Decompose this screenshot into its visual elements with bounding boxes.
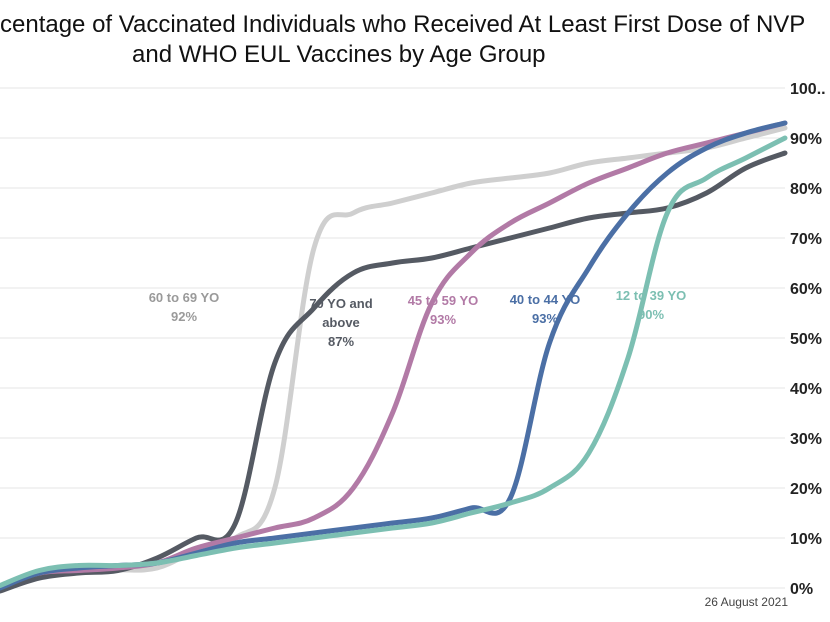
series-label-line: 90%	[638, 307, 664, 322]
series-label-line: above	[322, 315, 360, 330]
series-label-line: 87%	[328, 334, 354, 349]
series-line-s60	[0, 125, 788, 590]
series-label-line: 60 to 69 YO	[149, 290, 220, 305]
series-line-s45	[0, 120, 788, 589]
y-tick-label: 80%	[790, 181, 822, 198]
series-label-line: 70 YO and	[309, 296, 372, 311]
y-tick-label: 40%	[790, 381, 822, 398]
y-tick-label: 10%	[790, 531, 822, 548]
y-tick-label: 30%	[790, 431, 822, 448]
y-tick-label: 70%	[790, 231, 822, 248]
series-label-line: 12 to 39 YO	[616, 288, 687, 303]
series-label-s45: 45 to 59 YO 93%	[408, 293, 479, 327]
grid	[0, 87, 785, 589]
y-axis: 0% 10% 20% 30% 40% 50% 60% 70% 80% 90% 100..	[790, 81, 826, 598]
series-label-line: 40 to 44 YO	[510, 292, 581, 307]
series-label-s60: 60 to 69 YO 92%	[149, 290, 220, 324]
series-label-line: 45 to 59 YO	[408, 293, 479, 308]
series-label-line: 93%	[532, 311, 558, 326]
series-label-s12: 12 to 39 YO 90%	[616, 288, 687, 322]
series-label-s70: 70 YO and above 87%	[309, 296, 372, 349]
y-tick-label: 90%	[790, 131, 822, 148]
series-label-line: 92%	[171, 309, 197, 324]
series-labels: 60 to 69 YO 92% 70 YO and above 87% 45 to 59 …	[149, 288, 687, 349]
series-label-line: 93%	[430, 312, 456, 327]
y-tick-label: 20%	[790, 481, 822, 498]
series-lines	[0, 120, 788, 594]
y-tick-label: 0%	[790, 581, 813, 598]
series-label-s40: 40 to 44 YO 93%	[510, 292, 581, 326]
y-tick-label: 100..	[790, 81, 826, 98]
date-label: 26 August 2021	[705, 595, 789, 609]
chart-title-line1: rcentage of Vaccinated Individuals who R…	[0, 11, 806, 38]
series-line-s40	[0, 120, 788, 591]
chart-title-line2: and WHO EUL Vaccines by Age Group	[132, 41, 546, 68]
y-tick-label: 50%	[790, 331, 822, 348]
series-line-s12	[0, 135, 788, 588]
y-tick-label: 60%	[790, 281, 822, 298]
